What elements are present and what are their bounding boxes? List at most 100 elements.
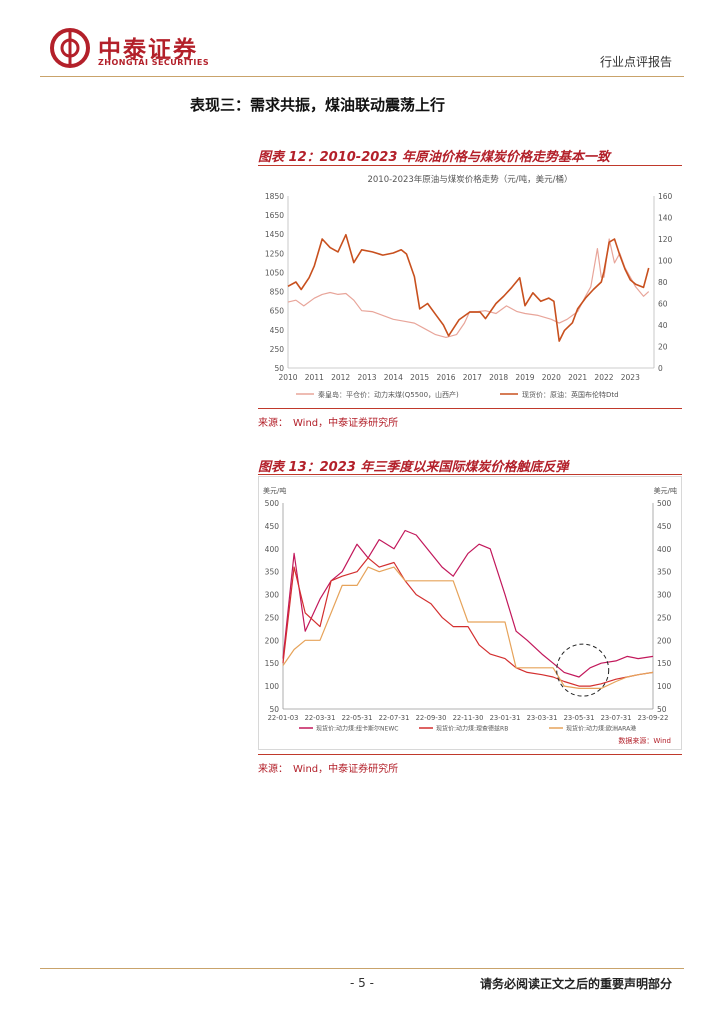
logo-emblem-icon bbox=[50, 28, 90, 68]
figure13-y-right-tick: 500 bbox=[657, 499, 672, 508]
figure13-data-source-note: 数据来源：Wind bbox=[618, 736, 671, 745]
figure13-series-line-3 bbox=[282, 566, 654, 689]
figure12-y-right-tick: 100 bbox=[658, 257, 673, 266]
figure13-x-tick: 23-03-31 bbox=[527, 714, 558, 722]
figure12-series-line-2 bbox=[287, 233, 650, 342]
figure12-y-right-tick: 120 bbox=[658, 235, 673, 244]
figure12-top-rule bbox=[258, 165, 682, 166]
figure12-x-tick: 2023 bbox=[621, 373, 640, 382]
figure12-y-left-tick: 250 bbox=[270, 345, 285, 354]
figure13-annotation-circle bbox=[556, 643, 610, 697]
figure13-legend-label-3: 现货价:动力煤:欧洲ARA港 bbox=[566, 725, 636, 733]
figure12-x-tick: 2022 bbox=[594, 373, 613, 382]
figure12-y-right-tick: 40 bbox=[658, 321, 668, 330]
figure13-y-right-tick: 300 bbox=[657, 591, 672, 600]
company-logo: 中泰证券 ZHONGTAI SECURITIES bbox=[50, 28, 240, 72]
figure12-chart: 2010-2023年原油与煤炭价格走势（元/吨，美元/桶） 50 250 450 650… bbox=[258, 166, 682, 404]
figure13-x-tick: 22-01-03 bbox=[268, 714, 299, 722]
figure13-chart-svg: 美元/吨 美元/吨 50 50 100 100 150 150 200 200 250 250 300 3… bbox=[263, 486, 677, 745]
figure13-bottom-rule bbox=[258, 754, 682, 755]
figure12-x-tick: 2015 bbox=[410, 373, 429, 382]
figure13-y-left-tick: 100 bbox=[265, 682, 280, 691]
figure12-y-left-tick: 50 bbox=[274, 364, 284, 373]
figure13-y-left-tick: 50 bbox=[269, 705, 279, 714]
figure12-x-tick: 2018 bbox=[489, 373, 508, 382]
figure12-x-tick: 2010 bbox=[278, 373, 297, 382]
figure12-y-right-tick: 140 bbox=[658, 214, 673, 223]
figure12-legend-label-2: 现货价：原油：英国布伦特Dtd bbox=[522, 390, 619, 399]
figure13-y-left-tick: 250 bbox=[265, 613, 280, 622]
figure13-y-right-tick: 50 bbox=[657, 705, 667, 714]
figure12-x-tick: 2012 bbox=[331, 373, 350, 382]
footer-divider bbox=[40, 968, 684, 969]
figure13-x-tick: 23-01-31 bbox=[490, 714, 521, 722]
figure13-chart: 美元/吨 美元/吨 50 50 100 100 150 150 200 200 250 250 300 3… bbox=[258, 476, 682, 750]
figure12-x-tick: 2020 bbox=[542, 373, 561, 382]
figure13-y-right-tick: 350 bbox=[657, 568, 672, 577]
page-number: - 5 - bbox=[350, 976, 374, 990]
figure13-y-right-label: 美元/吨 bbox=[654, 486, 677, 495]
figure12-y-left-tick: 1650 bbox=[265, 211, 284, 220]
figure13-y-left-tick: 450 bbox=[265, 522, 280, 531]
figure12-y-right-tick: 160 bbox=[658, 192, 673, 201]
figure12-x-tick: 2011 bbox=[305, 373, 324, 382]
figure12-chart-title: 2010-2023年原油与煤炭价格走势（元/吨，美元/桶） bbox=[367, 174, 572, 185]
figure12-y-left-tick: 850 bbox=[270, 288, 285, 297]
figure13-top-rule bbox=[258, 474, 682, 475]
figure13-x-tick: 22-03-31 bbox=[305, 714, 336, 722]
figure13-legend-label-1: 现货价:动力煤:纽卡斯尔NEWC bbox=[316, 725, 398, 733]
figure13-source: 来源： Wind，中泰证券研究所 bbox=[258, 764, 399, 775]
figure13-y-left-label: 美元/吨 bbox=[263, 486, 286, 495]
figure13-y-left-tick: 150 bbox=[265, 659, 280, 668]
figure12-y-left-tick: 450 bbox=[270, 326, 285, 335]
figure12-y-left-tick: 1250 bbox=[265, 249, 284, 258]
figure13-x-tick: 23-05-31 bbox=[564, 714, 595, 722]
figure12-title: 图表 12：2010-2023 年原油价格与煤炭价格走势基本一致 bbox=[258, 150, 610, 165]
figure12-x-tick: 2021 bbox=[568, 373, 587, 382]
section-title: 表现三：需求共振，煤油联动震荡上行 bbox=[190, 96, 446, 114]
figure13-y-left-tick: 500 bbox=[265, 499, 280, 508]
figure12-bottom-rule bbox=[258, 408, 682, 409]
figure12-x-tick: 2017 bbox=[463, 373, 482, 382]
figure13-series-line-1 bbox=[282, 529, 654, 678]
figure13-y-left-tick: 300 bbox=[265, 591, 280, 600]
report-type-label: 行业点评报告 bbox=[599, 55, 672, 69]
figure13-x-tick: 22-09-30 bbox=[416, 714, 447, 722]
figure12-chart-svg: 2010-2023年原油与煤炭价格走势（元/吨，美元/桶） 50 250 450 650… bbox=[265, 174, 673, 399]
figure13-x-tick: 22-07-31 bbox=[379, 714, 410, 722]
footer-disclaimer: 请务必阅读正文之后的重要声明部分 bbox=[479, 977, 672, 991]
figure13-y-left-tick: 400 bbox=[265, 545, 280, 554]
figure12-legend-label-1: 秦皇岛：平仓价：动力末煤(Q5500，山西产) bbox=[318, 390, 459, 399]
figure13-y-left-tick: 200 bbox=[265, 636, 280, 645]
figure12-y-left-tick: 1050 bbox=[265, 268, 284, 277]
figure13-series-line-2 bbox=[282, 557, 654, 687]
figure13-x-tick: 23-09-22 bbox=[638, 714, 669, 722]
figure12-x-tick: 2019 bbox=[515, 373, 534, 382]
figure12-y-right-tick: 80 bbox=[658, 278, 668, 287]
figure12-x-tick: 2014 bbox=[384, 373, 403, 382]
figure12-y-right-tick: 20 bbox=[658, 343, 668, 352]
figure13-x-tick: 22-11-30 bbox=[453, 714, 484, 722]
figure12-x-tick: 2016 bbox=[436, 373, 455, 382]
figure12-source: 来源： Wind，中泰证券研究所 bbox=[258, 418, 399, 429]
figure13-title: 图表 13：2023 年三季度以来国际煤炭价格触底反弹 bbox=[258, 460, 569, 475]
figure13-x-tick: 22-05-31 bbox=[342, 714, 373, 722]
figure13-y-left-tick: 350 bbox=[265, 568, 280, 577]
figure13-y-right-tick: 100 bbox=[657, 682, 672, 691]
figure12-y-left-tick: 1450 bbox=[265, 230, 284, 239]
logo-text-cn: 中泰证券 bbox=[98, 37, 198, 63]
figure13-y-right-tick: 450 bbox=[657, 522, 672, 531]
figure12-x-tick: 2013 bbox=[357, 373, 376, 382]
figure13-legend-label-2: 现货价:动力煤:理查德兹RB bbox=[436, 725, 508, 733]
figure12-y-right-tick: 0 bbox=[658, 364, 663, 373]
figure13-y-right-tick: 200 bbox=[657, 636, 672, 645]
figure12-y-left-tick: 650 bbox=[270, 307, 285, 316]
figure13-y-right-tick: 400 bbox=[657, 545, 672, 554]
figure13-x-tick: 23-07-31 bbox=[601, 714, 632, 722]
figure12-y-right-tick: 60 bbox=[658, 300, 668, 309]
figure12-y-left-tick: 1850 bbox=[265, 192, 284, 201]
logo-text-en: ZHONGTAI SECURITIES bbox=[98, 58, 210, 67]
header-divider bbox=[40, 76, 684, 77]
figure13-y-right-tick: 150 bbox=[657, 659, 672, 668]
figure13-y-right-tick: 250 bbox=[657, 613, 672, 622]
